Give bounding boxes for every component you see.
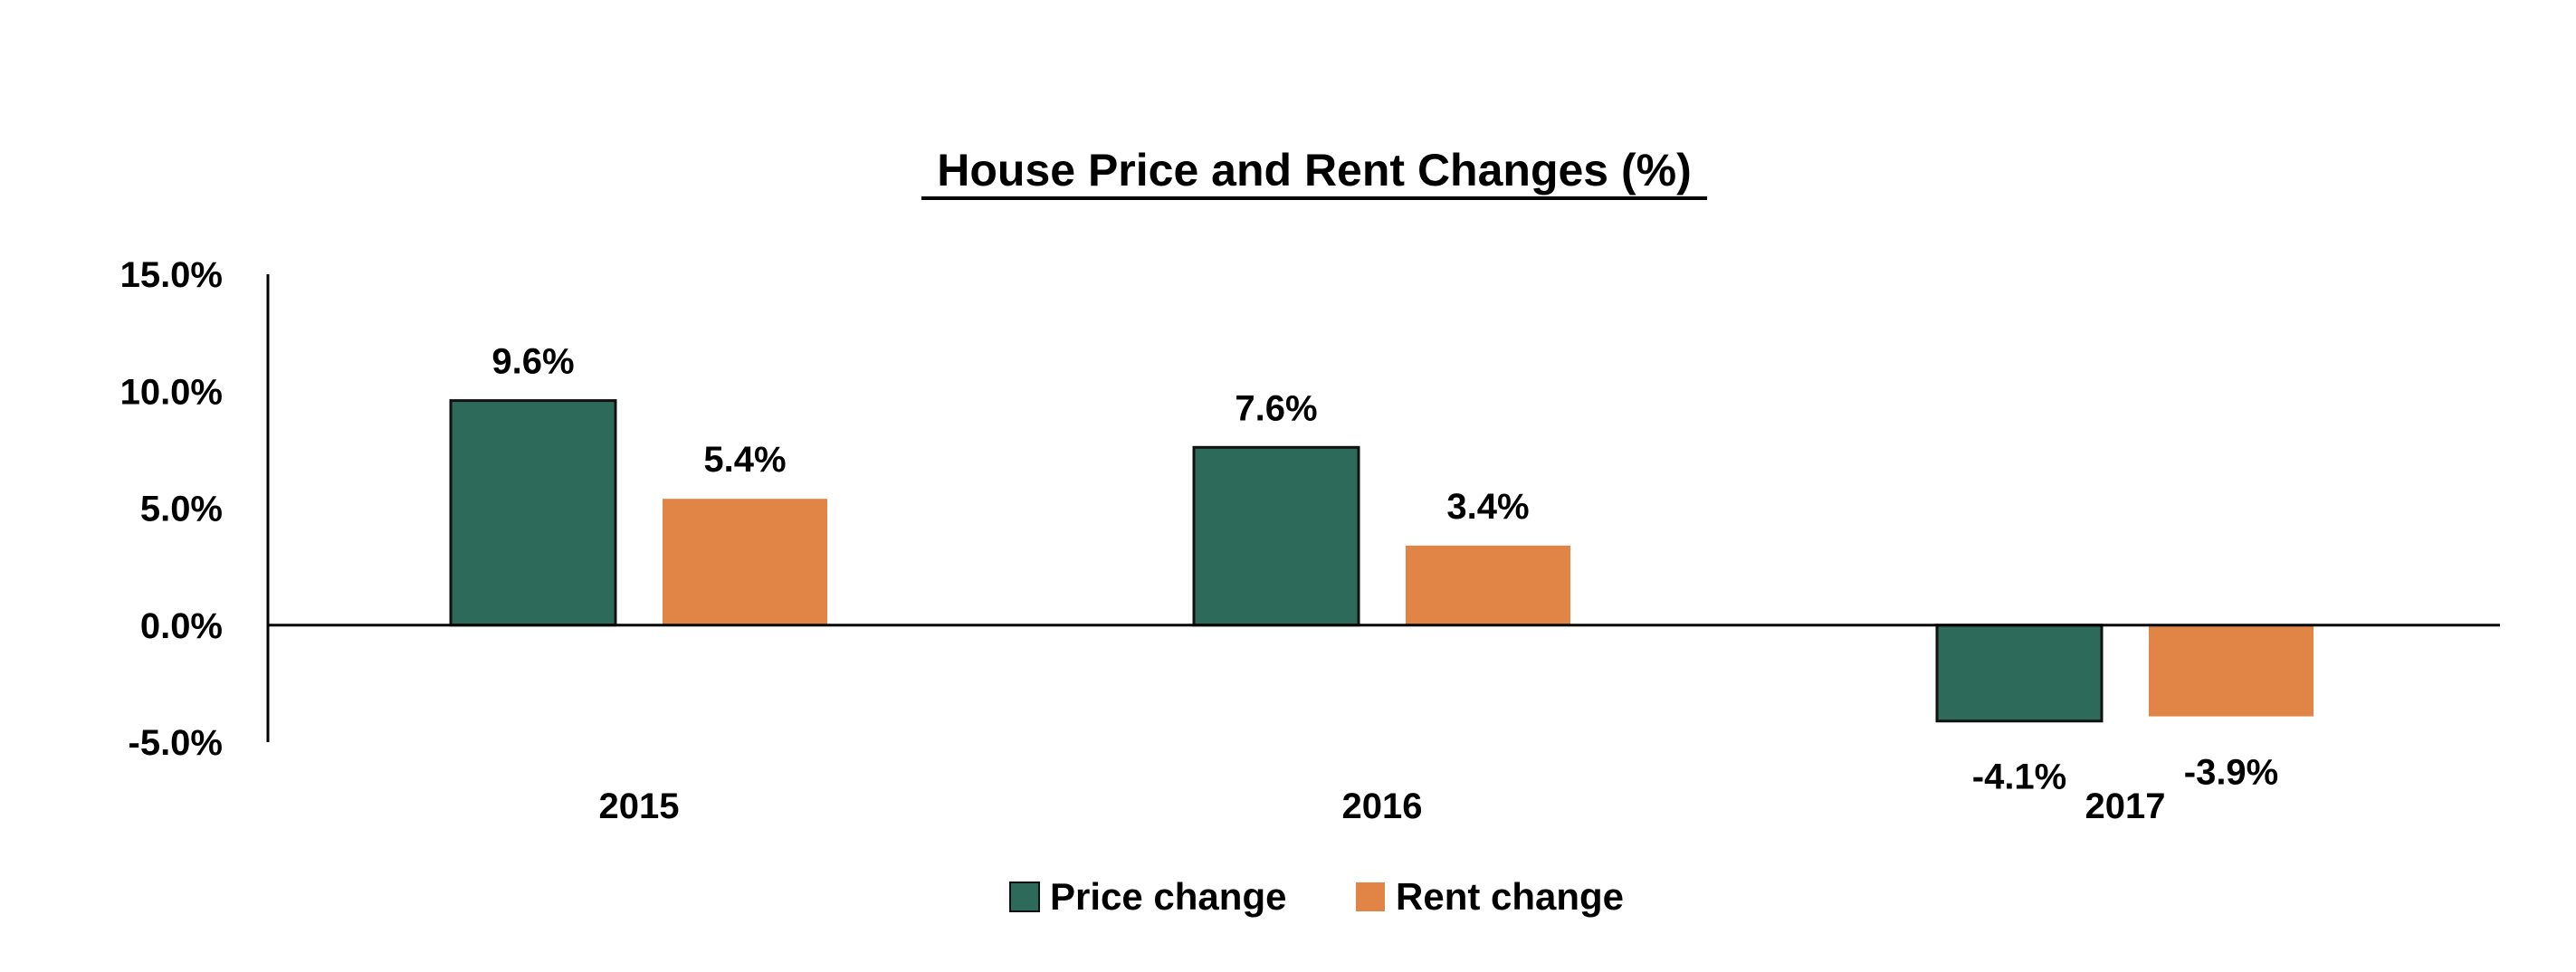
legend-label: Rent change <box>1396 875 1624 918</box>
y-tick-label: 15.0% <box>120 255 223 295</box>
legend-label: Price change <box>1050 875 1286 918</box>
y-axis-ticks: -5.0% 0.0% 5.0% 10.0% 15.0% <box>120 255 223 763</box>
bar-price-change-2017 <box>1935 624 2104 723</box>
bar-price-change-2015 <box>449 399 617 627</box>
y-tick-label: 10.0% <box>120 372 223 412</box>
x-tick-label: 2017 <box>2085 786 2166 826</box>
bars <box>449 399 2314 723</box>
legend: Price change Rent change <box>1009 875 1624 918</box>
y-tick-label: -5.0% <box>129 723 224 763</box>
data-label: 3.4% <box>1446 487 1529 527</box>
bar-rent-change-2017 <box>2149 624 2314 717</box>
data-label: 5.4% <box>703 440 786 480</box>
bar-price-change-2016 <box>1192 445 1360 627</box>
axes <box>266 274 2500 742</box>
x-tick-label: 2015 <box>599 786 680 826</box>
bar-rent-change-2016 <box>1406 545 1570 625</box>
data-label: -4.1% <box>1972 758 2067 797</box>
data-label: 9.6% <box>491 342 574 382</box>
x-tick-label: 2016 <box>1342 786 1423 826</box>
chart-title: House Price and Rent Changes (%) <box>937 145 1692 195</box>
y-tick-label: 0.0% <box>140 606 223 646</box>
bar-rent-change-2015 <box>663 499 827 625</box>
legend-swatch-rent-change <box>1356 882 1385 911</box>
data-label: -3.9% <box>2184 753 2279 793</box>
x-axis-ticks: 2015 2016 2017 <box>599 786 2166 826</box>
y-tick-label: 5.0% <box>140 490 223 529</box>
data-labels: 9.6% 7.6% -4.1% 5.4% 3.4% -3.9% <box>491 342 2278 797</box>
legend-swatch-price-change <box>1009 881 1040 912</box>
data-label: 7.6% <box>1235 388 1317 428</box>
